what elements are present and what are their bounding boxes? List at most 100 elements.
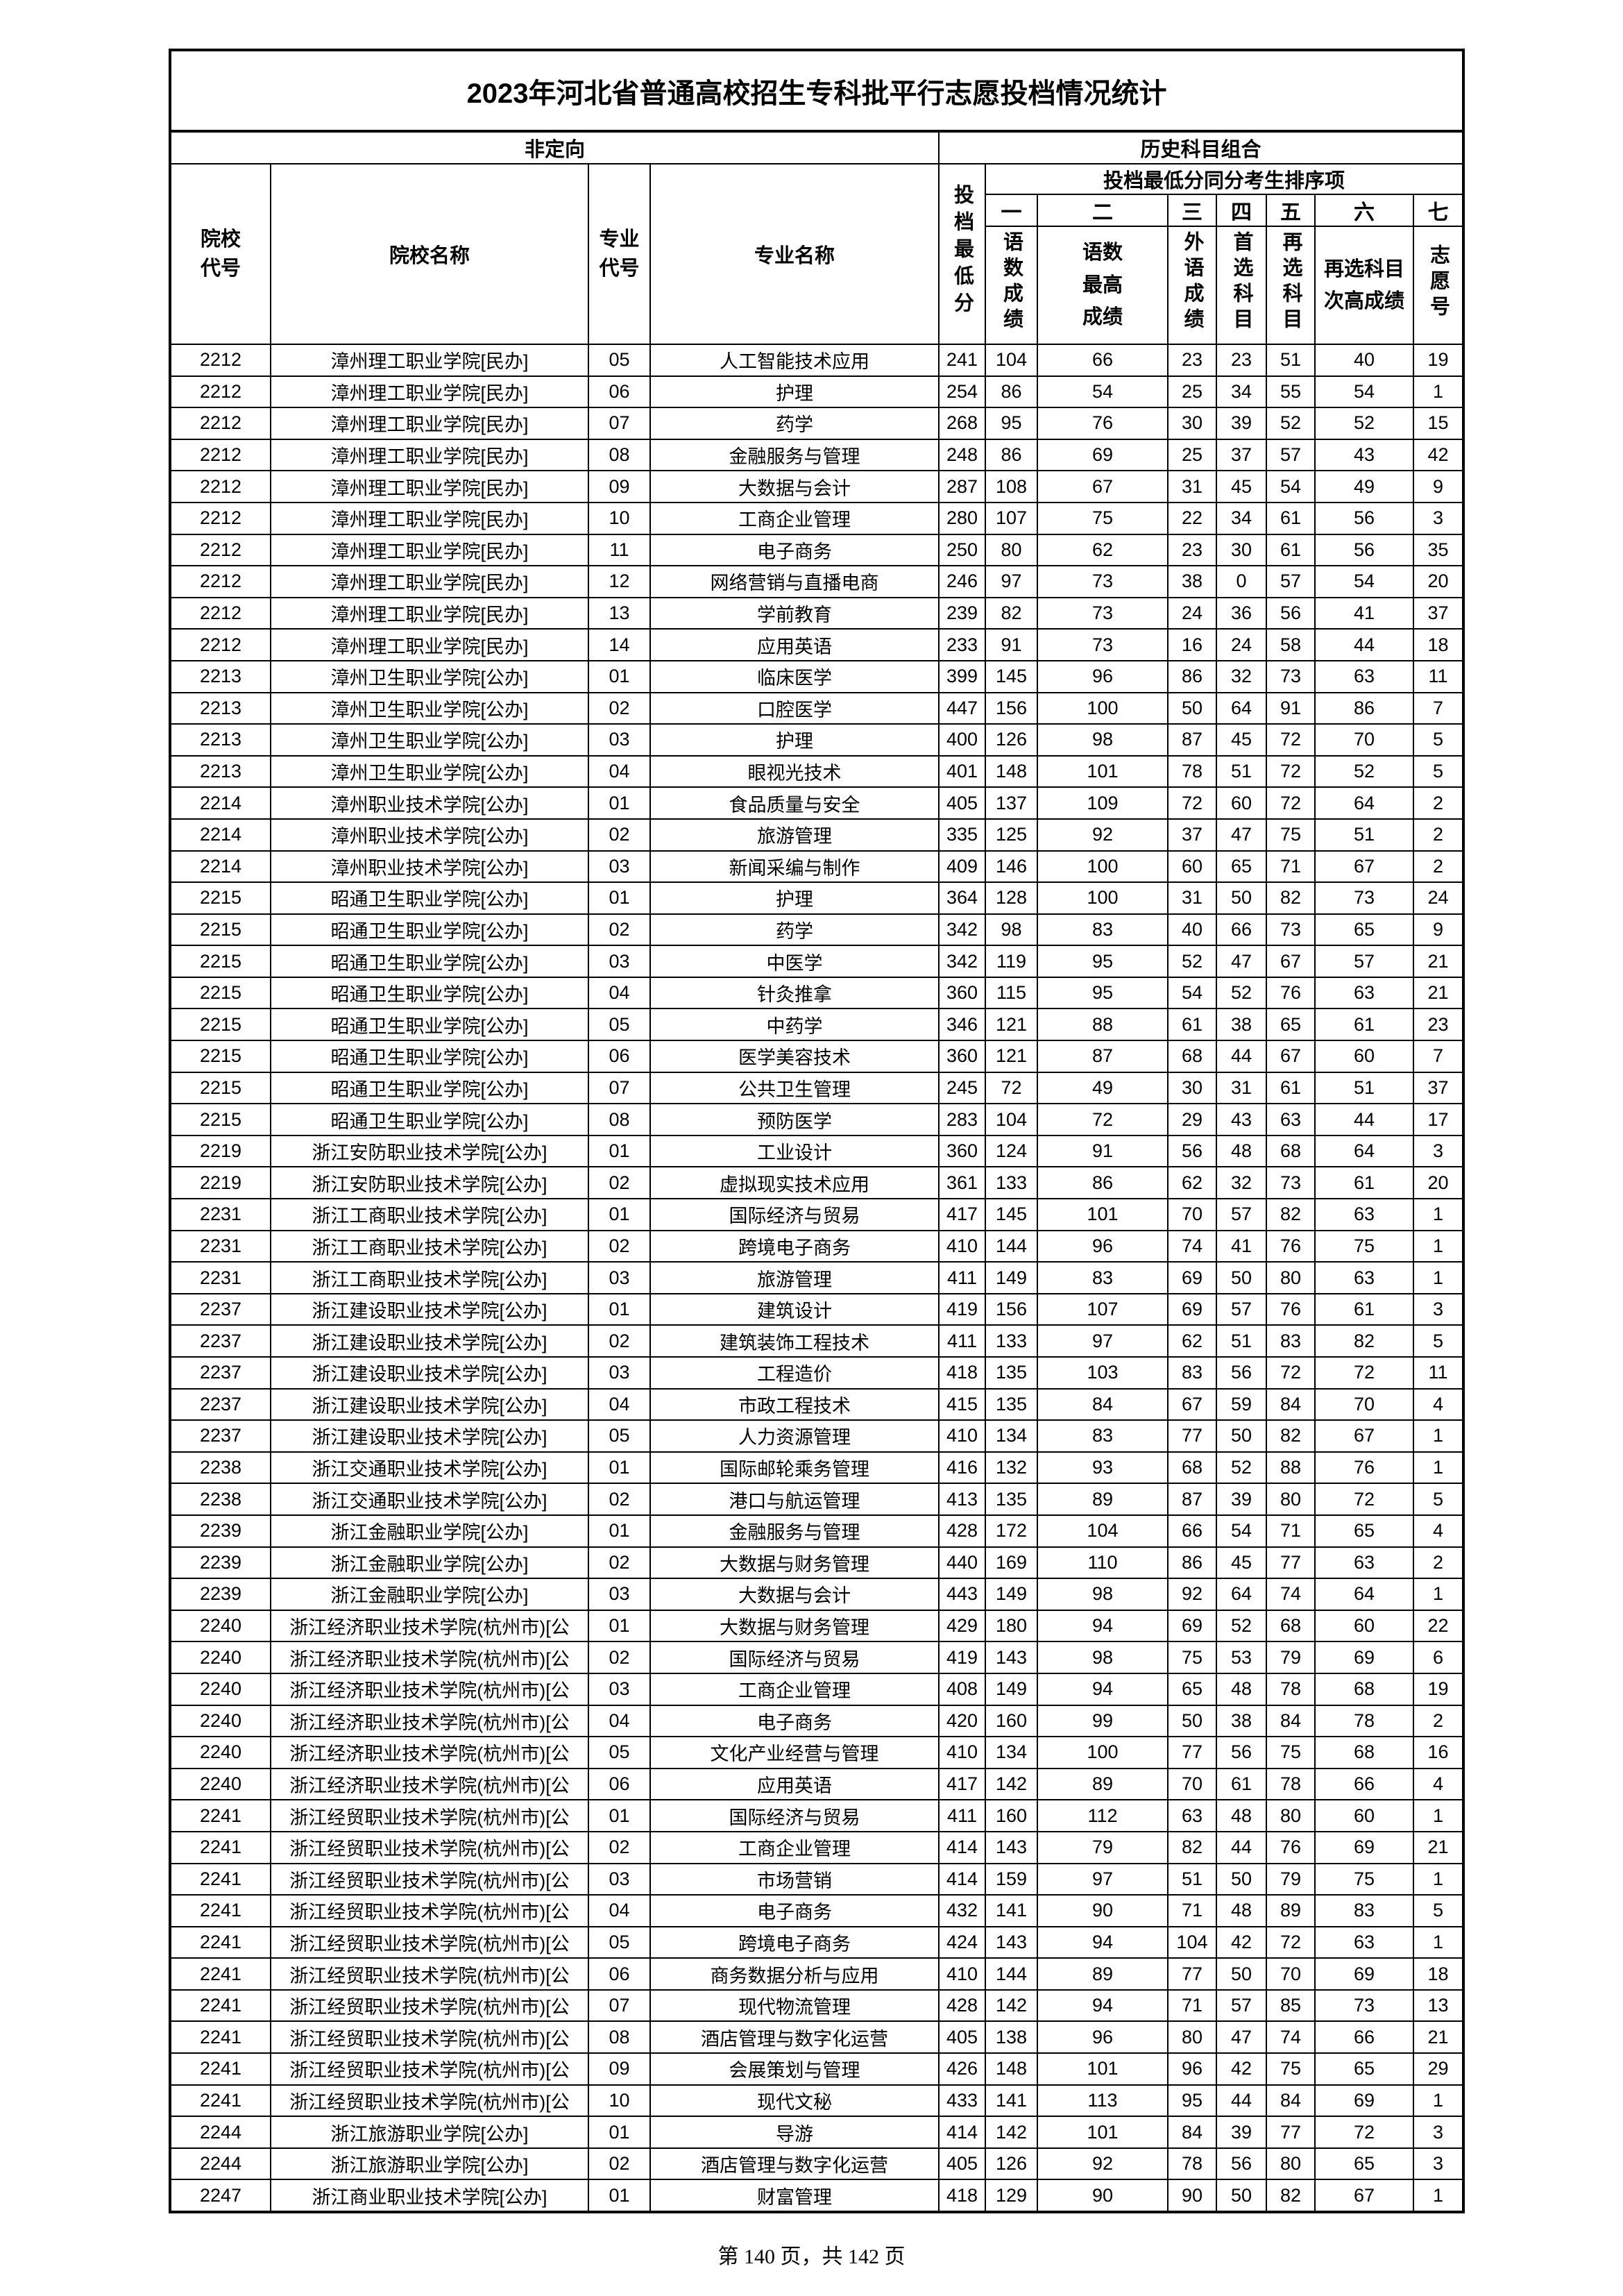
cell-school-name: 浙江工商职业技术学院[公办] — [270, 1198, 589, 1231]
cell-rank5-score: 55 — [1266, 375, 1316, 409]
cell-major-name: 酒店管理与数字化运营 — [649, 2020, 940, 2054]
cell-major-code: 06 — [588, 1957, 651, 1991]
cell-rank6-score: 83 — [1314, 1894, 1414, 1927]
cell-rank2-score: 72 — [1037, 1103, 1169, 1136]
group-history-subjects: 历史科目组合 — [937, 130, 1465, 164]
cell-major-name: 新闻采编与制作 — [649, 850, 940, 884]
table-row: 2239 浙江金融职业学院[公办] 01 金融服务与管理 428 172 104 66 54 71… — [169, 1514, 1465, 1548]
cell-major-name: 国际邮轮乘务管理 — [649, 1451, 940, 1485]
cell-rank1-score: 159 — [985, 1862, 1038, 1896]
table-row: 2240 浙江经济职业技术学院(杭州市)[公 03 工商企业管理 408 149 94 65 4… — [169, 1672, 1465, 1706]
cell-school-name: 浙江安防职业技术学院[公办] — [270, 1166, 589, 1200]
cell-rank5-score: 84 — [1266, 2084, 1316, 2118]
cell-school-name: 浙江建设职业技术学院[公办] — [270, 1387, 589, 1421]
cell-rank4-score: 36 — [1216, 596, 1267, 630]
table-row: 2215 昭通卫生职业学院[公办] 01 护理 364 128 100 31 50 82 73 24 — [169, 881, 1465, 915]
cell-rank1-score: 137 — [985, 786, 1038, 820]
table-row: 2241 浙江经贸职业技术学院(杭州市)[公 06 商务数据分析与应用 410 144 89… — [169, 1957, 1465, 1991]
table-row: 2214 漳州职业技术学院[公办] 02 旅游管理 335 125 92 37 47 75 51 2 — [169, 818, 1465, 852]
cell-major-name: 电子商务 — [649, 533, 940, 567]
cell-min-score: 411 — [938, 1324, 986, 1358]
cell-major-name: 护理 — [649, 881, 940, 915]
cell-major-code: 03 — [588, 945, 651, 978]
cell-rank6-score: 54 — [1314, 375, 1414, 409]
cell-school-name: 漳州职业技术学院[公办] — [270, 818, 589, 852]
cell-rank7-wish-no: 37 — [1412, 596, 1465, 630]
cell-rank1-score: 104 — [985, 1103, 1038, 1136]
cell-major-name: 药学 — [649, 407, 940, 440]
cell-rank7-wish-no: 1 — [1412, 1198, 1465, 1231]
cell-major-code: 11 — [588, 533, 651, 567]
cell-major-code: 02 — [588, 1229, 651, 1263]
cell-school-name: 浙江经济职业技术学院(杭州市)[公 — [270, 1736, 589, 1769]
cell-rank7-wish-no: 20 — [1412, 565, 1465, 598]
cell-rank4-score: 39 — [1216, 1483, 1267, 1516]
cell-min-score: 360 — [938, 1134, 986, 1168]
cell-school-name: 浙江商业职业技术学院[公办] — [270, 2179, 589, 2213]
cell-rank1-score: 134 — [985, 1736, 1038, 1769]
cell-school-name: 昭通卫生职业学院[公办] — [270, 913, 589, 947]
cell-min-score: 443 — [938, 1578, 986, 1611]
cell-rank3-score: 66 — [1167, 1514, 1217, 1548]
cell-rank2-score: 76 — [1037, 407, 1169, 440]
cell-rank2-score: 62 — [1037, 533, 1169, 567]
cell-rank6-score: 65 — [1314, 913, 1414, 947]
cell-school-name: 昭通卫生职业学院[公办] — [270, 1071, 589, 1105]
cell-rank5-score: 75 — [1266, 1736, 1316, 1769]
header-major-code: 专业代号 — [588, 163, 651, 345]
cell-min-score: 245 — [938, 1071, 986, 1105]
cell-rank2-score: 86 — [1037, 1166, 1169, 1200]
cell-school-name: 漳州理工职业学院[民办] — [270, 596, 589, 630]
cell-rank3-score: 30 — [1167, 1071, 1217, 1105]
cell-school-code: 2241 — [169, 1989, 271, 2023]
cell-rank7-wish-no: 3 — [1412, 2147, 1465, 2181]
cell-rank5-score: 61 — [1266, 501, 1316, 535]
cell-min-score: 410 — [938, 1957, 986, 1991]
cell-major-code: 07 — [588, 1989, 651, 2023]
cell-rank7-wish-no: 24 — [1412, 881, 1465, 915]
cell-rank5-score: 58 — [1266, 628, 1316, 661]
cell-rank7-wish-no: 9 — [1412, 913, 1465, 947]
cell-min-score: 410 — [938, 1419, 986, 1453]
cell-major-code: 04 — [588, 1387, 651, 1421]
page-title: 2023年河北省普通高校招生专科批平行志愿投档情况统计 — [169, 49, 1465, 133]
cell-school-code: 2239 — [169, 1546, 271, 1580]
cell-school-code: 2237 — [169, 1356, 271, 1390]
cell-min-score: 414 — [938, 1862, 986, 1896]
table-row: 2213 漳州卫生职业学院[公办] 02 口腔医学 447 156 100 50 64 91 86 7 — [169, 691, 1465, 725]
cell-rank3-score: 69 — [1167, 1292, 1217, 1326]
cell-rank1-score: 160 — [985, 1704, 1038, 1738]
cell-school-name: 漳州理工职业学院[民办] — [270, 407, 589, 440]
cell-rank1-score: 95 — [985, 407, 1038, 440]
header-school-code: 院校代号 — [169, 163, 271, 345]
cell-rank4-score: 47 — [1216, 2020, 1267, 2054]
cell-rank5-score: 68 — [1266, 1609, 1316, 1643]
cell-rank2-score: 113 — [1037, 2084, 1169, 2118]
cell-rank7-wish-no: 3 — [1412, 1134, 1465, 1168]
cell-school-name: 浙江经贸职业技术学院(杭州市)[公 — [270, 1957, 589, 1991]
cell-rank1-score: 126 — [985, 723, 1038, 757]
cell-school-code: 2219 — [169, 1134, 271, 1168]
cell-major-code: 02 — [588, 1546, 651, 1580]
cell-major-name: 市场营销 — [649, 1862, 940, 1896]
cell-rank3-score: 50 — [1167, 1704, 1217, 1738]
cell-rank1-score: 145 — [985, 1198, 1038, 1231]
cell-major-name: 文化产业经营与管理 — [649, 1736, 940, 1769]
table-row: 2212 漳州理工职业学院[民办] 09 大数据与会计 287 108 67 31 45 54 49… — [169, 470, 1465, 503]
cell-rank6-score: 72 — [1314, 1356, 1414, 1390]
cell-major-name: 导游 — [649, 2116, 940, 2149]
cell-rank6-score: 65 — [1314, 1514, 1414, 1548]
cell-major-code: 02 — [588, 1166, 651, 1200]
table-row: 2237 浙江建设职业技术学院[公办] 04 市政工程技术 415 135 84 67 59 84… — [169, 1387, 1465, 1421]
cell-rank1-score: 133 — [985, 1166, 1038, 1200]
cell-rank2-score: 101 — [1037, 1198, 1169, 1231]
cell-school-code: 2241 — [169, 2020, 271, 2054]
cell-rank4-score: 52 — [1216, 1609, 1267, 1643]
cell-major-code: 05 — [588, 1736, 651, 1769]
cell-min-score: 280 — [938, 501, 986, 535]
cell-school-name: 漳州理工职业学院[民办] — [270, 533, 589, 567]
table-row: 2215 昭通卫生职业学院[公办] 04 针灸推拿 360 115 95 54 52 76 63 21 — [169, 976, 1465, 1010]
table-row: 2219 浙江安防职业技术学院[公办] 02 虚拟现实技术应用 361 133 86 62 32… — [169, 1166, 1465, 1200]
table-row: 2241 浙江经贸职业技术学院(杭州市)[公 10 现代文秘 433 141 113 95 44… — [169, 2084, 1465, 2118]
cell-min-score: 420 — [938, 1704, 986, 1738]
